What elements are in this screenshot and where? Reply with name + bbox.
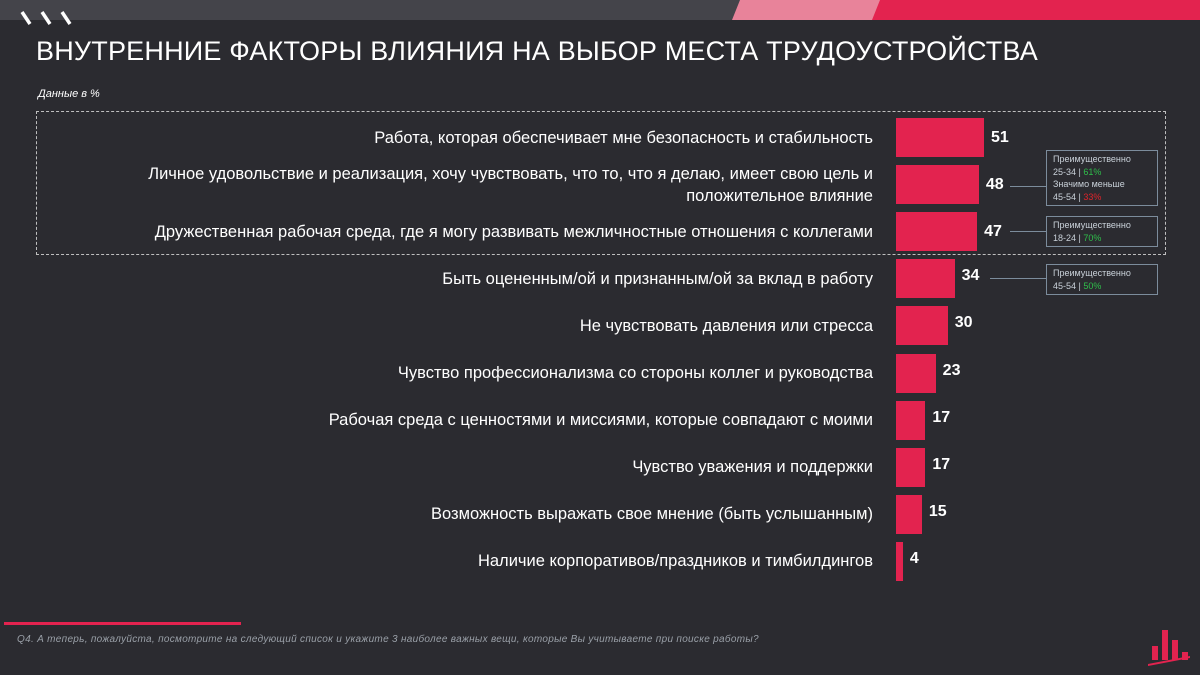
value-label: 4 bbox=[909, 549, 919, 567]
note-line: 25-34 | 61% bbox=[1053, 166, 1151, 179]
bar bbox=[896, 353, 936, 393]
bar bbox=[896, 447, 926, 487]
category-label-line: Наличие корпоративов/праздников и тимбил… bbox=[477, 552, 873, 571]
note-label: Преимущественно bbox=[1053, 268, 1131, 278]
bar bbox=[896, 494, 922, 534]
note-line: 45-54 | 50% bbox=[1053, 280, 1151, 293]
category-label: Дружественная рабочая среда, где я могу … bbox=[53, 212, 873, 251]
category-label-line: Работа, которая обеспечивает мне безопас… bbox=[374, 128, 873, 147]
note-label: Преимущественно bbox=[1053, 220, 1131, 230]
value-label: 48 bbox=[985, 176, 1004, 194]
bar bbox=[896, 118, 984, 157]
category-label: Рабочая среда с ценностями и миссиями, к… bbox=[53, 401, 873, 440]
slash-marks-icon bbox=[20, 11, 72, 25]
category-label: Чувство уважения и поддержки bbox=[53, 448, 873, 487]
category-label-line: Дружественная рабочая среда, где я могу … bbox=[154, 222, 873, 241]
category-label-line: Быть оцененным/ой и признанным/ой за вкл… bbox=[442, 269, 873, 288]
note-separator: | bbox=[1076, 191, 1084, 202]
note-value: 70% bbox=[1083, 232, 1102, 243]
note-line: Преимущественно bbox=[1053, 219, 1151, 232]
top-decor-bar bbox=[0, 0, 1200, 20]
bar bbox=[896, 400, 926, 440]
bar bbox=[896, 165, 979, 205]
category-label: Не чувствовать давления или стресса bbox=[53, 306, 873, 345]
top3-highlight-box bbox=[36, 111, 1166, 255]
annotation-note: Преимущественно 45-54 | 50% bbox=[1046, 264, 1158, 295]
category-label: Чувство профессионализма со стороны колл… bbox=[53, 354, 873, 393]
category-label: Наличие корпоративов/праздников и тимбил… bbox=[53, 542, 873, 581]
note-separator: | bbox=[1076, 280, 1084, 291]
category-label-line: Не чувствовать давления или стресса bbox=[579, 316, 873, 335]
category-label: Работа, которая обеспечивает мне безопас… bbox=[53, 118, 873, 157]
category-label-line: положительное влияние bbox=[686, 186, 873, 205]
footer-accent-line bbox=[4, 622, 241, 625]
category-label: Быть оцененным/ой и признанным/ой за вкл… bbox=[53, 259, 873, 298]
note-separator: | bbox=[1076, 166, 1084, 177]
page-title: ВНУТРЕННИЕ ФАКТОРЫ ВЛИЯНИЯ НА ВЫБОР МЕСТ… bbox=[36, 36, 1038, 66]
bar bbox=[896, 541, 903, 581]
value-label: 30 bbox=[954, 314, 973, 332]
category-label-line: Рабочая среда с ценностями и миссиями, к… bbox=[328, 411, 873, 430]
brand-logo-icon bbox=[1148, 630, 1190, 666]
category-label-line: Чувство уважения и поддержки bbox=[632, 458, 873, 477]
value-label: 47 bbox=[984, 223, 1002, 241]
bar bbox=[896, 212, 978, 252]
note-line: Преимущественно bbox=[1053, 267, 1151, 280]
question-footnote: Q4. А теперь, пожалуйста, посмотрите на … bbox=[17, 634, 759, 645]
value-label: 51 bbox=[991, 129, 1009, 146]
annotation-note: Преимущественно 18-24 | 70% bbox=[1046, 216, 1158, 247]
value-label: 34 bbox=[961, 267, 980, 285]
note-label: 45-54 bbox=[1053, 280, 1077, 291]
value-label: 17 bbox=[932, 455, 951, 473]
annotation-note: Преимущественно 25-34 | 61% Значимо меньше… bbox=[1046, 150, 1158, 206]
note-label: 45-54 bbox=[1053, 191, 1077, 202]
note-connector-line bbox=[1010, 231, 1046, 232]
note-label: Преимущественно bbox=[1053, 154, 1131, 164]
note-value: 50% bbox=[1083, 280, 1102, 291]
value-label: 23 bbox=[942, 361, 961, 379]
value-label: 15 bbox=[928, 502, 947, 520]
note-label: Значимо меньше bbox=[1053, 179, 1125, 189]
note-line: Преимущественно bbox=[1053, 153, 1151, 166]
note-value: 61% bbox=[1083, 166, 1102, 177]
value-label: 17 bbox=[932, 408, 951, 426]
category-label: Возможность выражать свое мнение (быть у… bbox=[53, 495, 873, 534]
note-separator: | bbox=[1076, 232, 1084, 243]
bar bbox=[896, 306, 948, 346]
note-connector-line bbox=[990, 278, 1046, 279]
note-label: 25-34 bbox=[1053, 166, 1077, 177]
category-label-line: Личное удовольствие и реализация, хочу ч… bbox=[148, 164, 873, 183]
note-label: 18-24 bbox=[1053, 232, 1077, 243]
chart-subtitle: Данные в % bbox=[38, 88, 100, 100]
note-line: 45-54 | 33% bbox=[1053, 191, 1151, 204]
note-line: 18-24 | 70% bbox=[1053, 232, 1151, 245]
note-connector-line bbox=[1010, 186, 1046, 187]
bar bbox=[896, 259, 955, 299]
note-value: 33% bbox=[1083, 191, 1102, 202]
category-label-line: Чувство профессионализма со стороны колл… bbox=[397, 364, 873, 382]
category-label: Личное удовольствие и реализация, хочу ч… bbox=[53, 164, 873, 205]
note-line: Значимо меньше bbox=[1053, 178, 1151, 191]
category-label-line: Возможность выражать свое мнение (быть у… bbox=[431, 505, 873, 524]
